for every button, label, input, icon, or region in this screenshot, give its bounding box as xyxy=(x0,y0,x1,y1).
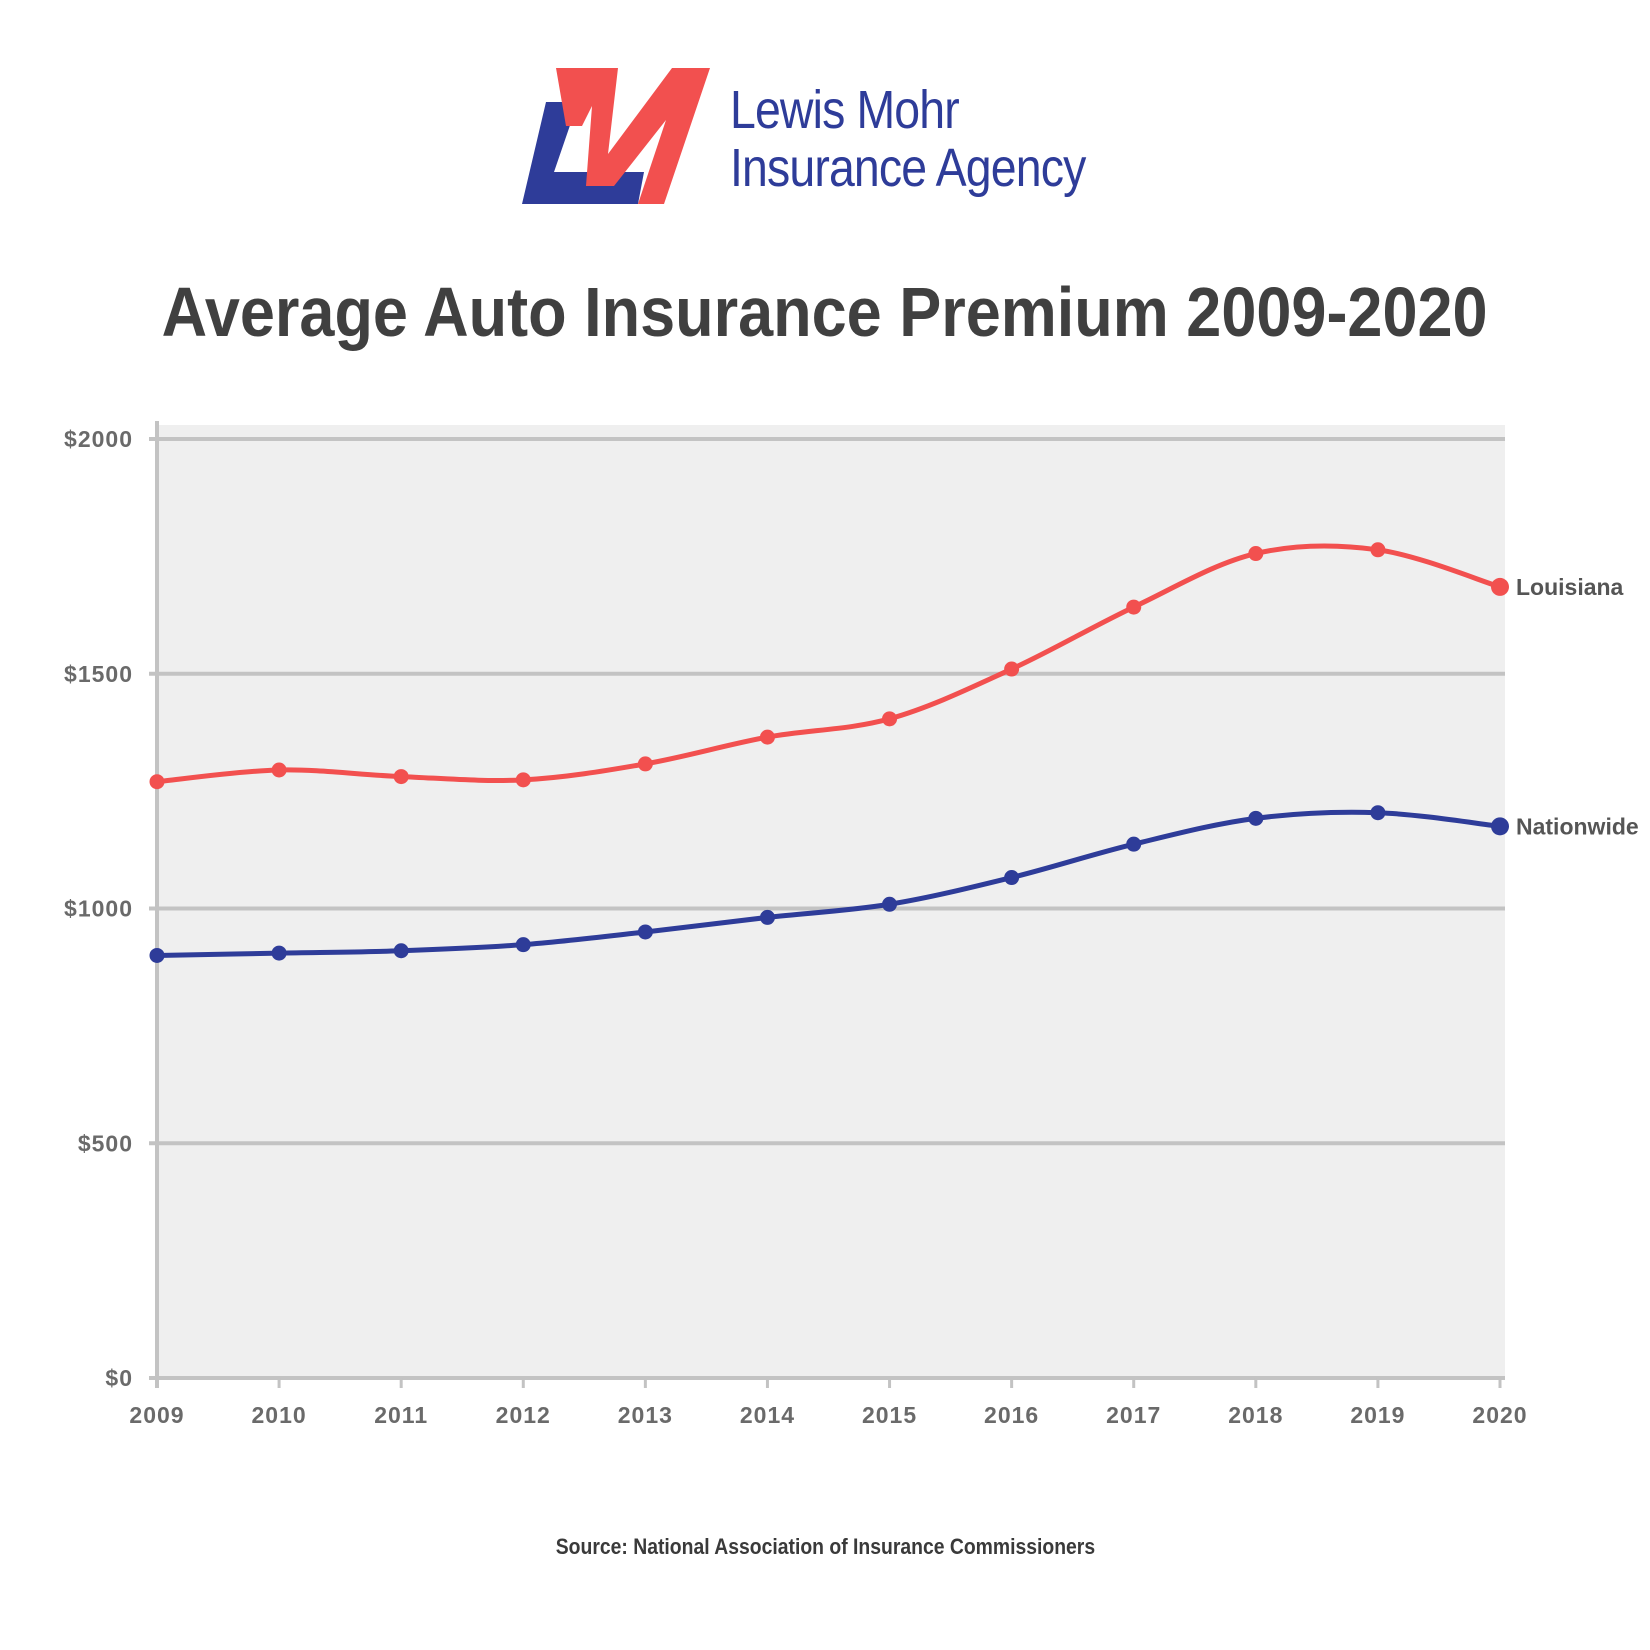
source-note: Source: National Association of Insuranc… xyxy=(0,1534,1650,1560)
x-tick-label: 2016 xyxy=(984,1402,1039,1428)
x-tick-label: 2010 xyxy=(252,1402,307,1428)
x-tick-label: 2017 xyxy=(1106,1402,1161,1428)
source-text: Source: National Association of Insuranc… xyxy=(555,1534,1095,1559)
data-point-nationwide xyxy=(1491,817,1509,836)
brand-logo: Lewis Mohr Insurance Agency xyxy=(522,68,1142,208)
data-point-nationwide xyxy=(271,945,287,961)
x-tick-label: 2012 xyxy=(496,1402,551,1428)
chart-title-text: Average Auto Insurance Premium 2009-2020 xyxy=(162,273,1488,351)
x-tick-label: 2020 xyxy=(1472,1402,1527,1428)
x-tick-label: 2019 xyxy=(1350,1402,1405,1428)
data-point-louisiana xyxy=(1126,599,1142,615)
y-tick-label: $500 xyxy=(78,1130,133,1156)
series-label-louisiana: Louisiana xyxy=(1516,574,1624,600)
data-point-louisiana xyxy=(637,756,653,772)
data-point-nationwide xyxy=(1126,836,1142,852)
data-point-nationwide xyxy=(149,947,165,963)
data-point-nationwide xyxy=(515,937,531,953)
data-point-louisiana xyxy=(759,729,775,745)
data-point-louisiana xyxy=(149,774,165,790)
data-point-louisiana xyxy=(393,769,409,785)
chart-title: Average Auto Insurance Premium 2009-2020 xyxy=(0,272,1650,352)
series-line-nationwide xyxy=(154,809,1503,958)
series-line-louisiana xyxy=(154,543,1503,785)
plot-area xyxy=(157,425,1505,1378)
data-point-nationwide xyxy=(882,896,898,912)
x-tick-label: 2011 xyxy=(374,1402,428,1428)
logo-m-shape xyxy=(556,68,710,204)
x-tick-label: 2018 xyxy=(1228,1402,1283,1428)
x-tick-label: 2009 xyxy=(129,1402,184,1428)
brand-name-line-2: Insurance Agency xyxy=(730,138,1086,198)
data-point-nationwide xyxy=(1004,870,1020,886)
lm-logo-mark-icon xyxy=(522,68,710,204)
x-tick-label: 2014 xyxy=(740,1402,795,1428)
data-point-nationwide xyxy=(1248,810,1264,826)
brand-name-line-1: Lewis Mohr xyxy=(730,80,960,140)
data-point-nationwide xyxy=(1370,805,1386,821)
data-point-nationwide xyxy=(393,943,409,959)
x-tick-label: 2013 xyxy=(618,1402,673,1428)
data-point-nationwide xyxy=(759,909,775,925)
series-label-nationwide: Nationwide xyxy=(1516,813,1639,839)
data-point-louisiana xyxy=(1004,661,1020,677)
y-tick-label: $1500 xyxy=(64,661,133,687)
data-point-louisiana xyxy=(1491,577,1509,596)
data-point-nationwide xyxy=(637,924,653,940)
data-point-louisiana xyxy=(1248,546,1264,562)
x-tick-label: 2015 xyxy=(862,1402,917,1428)
data-point-louisiana xyxy=(1370,542,1386,558)
y-tick-label: $1000 xyxy=(64,896,133,922)
data-point-louisiana xyxy=(515,772,531,788)
y-tick-label: $0 xyxy=(105,1365,133,1391)
y-tick-label: $2000 xyxy=(64,426,133,452)
data-point-louisiana xyxy=(271,762,287,778)
data-point-louisiana xyxy=(882,711,898,727)
